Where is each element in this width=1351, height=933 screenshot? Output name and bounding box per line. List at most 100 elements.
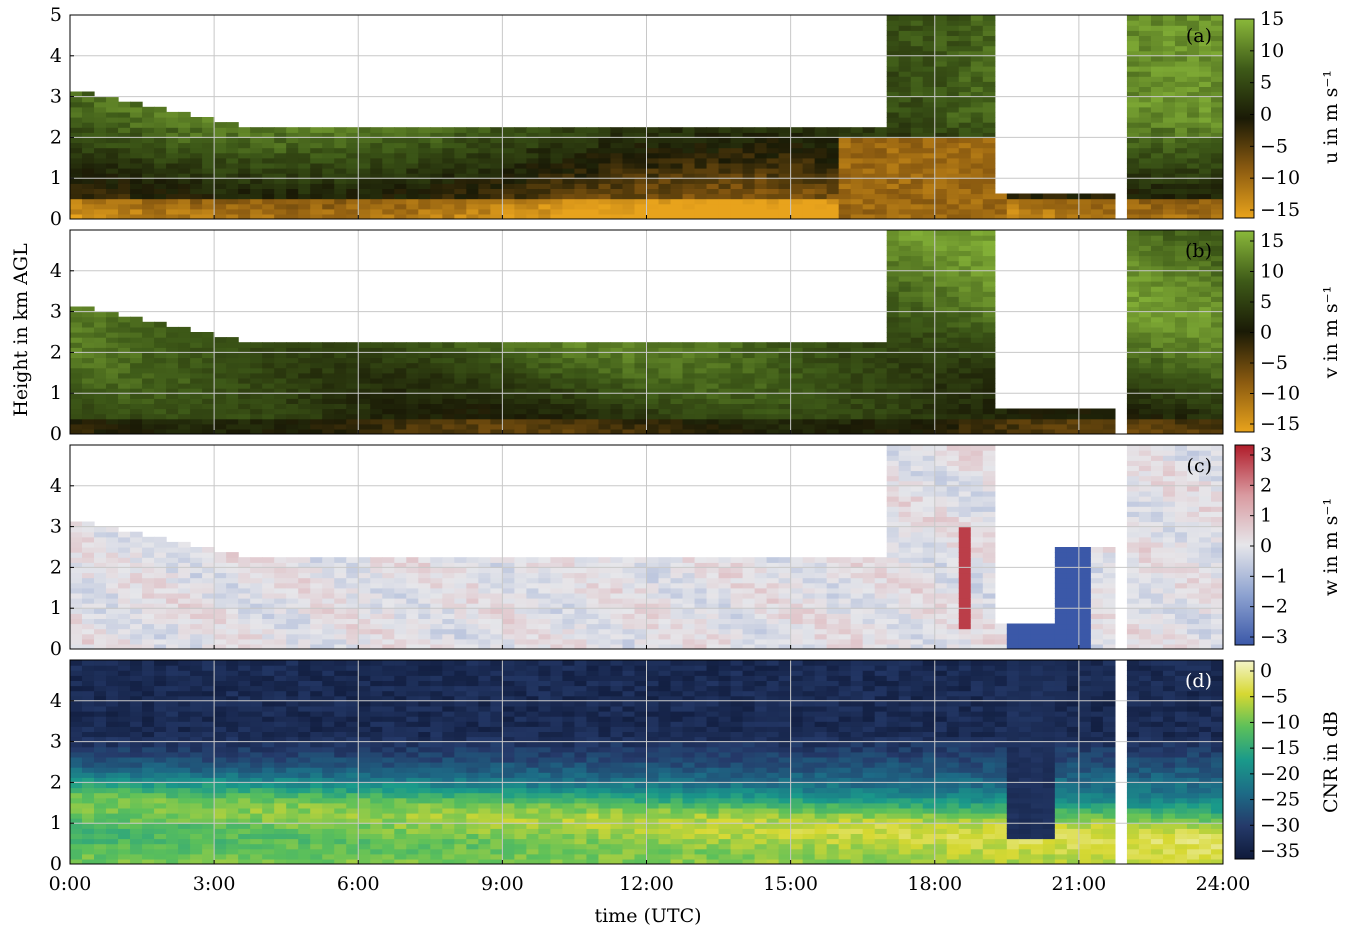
- heatmap-cell: [526, 403, 540, 410]
- heatmap-cell: [574, 208, 588, 215]
- heatmap-cell: [766, 388, 780, 394]
- heatmap-cell: [886, 342, 900, 348]
- heatmap-cell: [166, 552, 179, 558]
- heatmap-cell: [418, 643, 431, 649]
- heatmap-cell: [562, 193, 576, 200]
- heatmap-cell: [1174, 152, 1188, 159]
- heatmap-cell: [610, 418, 624, 425]
- heatmap-cell: [70, 613, 83, 619]
- heatmap-cell: [1150, 178, 1164, 184]
- heatmap-cell: [310, 383, 323, 389]
- heatmap-cell: [238, 633, 251, 640]
- heatmap-cell: [394, 173, 407, 179]
- heatmap-cell: [910, 383, 924, 389]
- heatmap-cell: [406, 572, 419, 579]
- heatmap-cell: [490, 408, 503, 415]
- heatmap-cell: [334, 388, 347, 394]
- heatmap-cell: [166, 342, 179, 348]
- heatmap-cell: [778, 347, 792, 353]
- heatmap-cell: [1210, 127, 1223, 133]
- heatmap-cell: [490, 157, 503, 164]
- heatmap-cell: [514, 418, 527, 425]
- heatmap-cell: [814, 367, 828, 374]
- heatmap-cell: [1138, 398, 1152, 404]
- heatmap-cell: [922, 147, 936, 154]
- heatmap-cell: [430, 603, 443, 609]
- heatmap-cell: [550, 168, 564, 174]
- heatmap-cell: [226, 213, 239, 219]
- heatmap-cell: [1210, 183, 1223, 189]
- heatmap-cell: [1126, 428, 1140, 434]
- heatmap-cell: [82, 552, 95, 558]
- heatmap-cell: [886, 106, 900, 113]
- heatmap-cell: [82, 362, 95, 369]
- heatmap-cell: [1138, 162, 1152, 169]
- heatmap-cell: [370, 562, 383, 568]
- heatmap-cell: [262, 198, 275, 205]
- heatmap-cell: [910, 183, 924, 189]
- heatmap-cell: [610, 347, 624, 353]
- heatmap-cell: [94, 393, 107, 399]
- y-tick-label: 3: [50, 86, 62, 108]
- heatmap-cell: [886, 428, 900, 434]
- heatmap-cell: [598, 582, 612, 589]
- heatmap-cell: [1138, 301, 1152, 308]
- heatmap-cell: [490, 213, 503, 219]
- heatmap-cell: [982, 296, 996, 302]
- heatmap-cell: [1198, 367, 1212, 374]
- heatmap-cell: [1174, 286, 1188, 292]
- heatmap-cell: [598, 147, 612, 154]
- heatmap-cell: [106, 132, 119, 138]
- heatmap-cell: [82, 132, 95, 138]
- heatmap-cell: [1150, 193, 1164, 200]
- heatmap-cell: [514, 198, 527, 205]
- heatmap-cell: [514, 132, 527, 138]
- heatmap-cell: [634, 347, 648, 353]
- heatmap-cell: [190, 117, 203, 123]
- heatmap-cell: [586, 127, 600, 133]
- heatmap-cell: [70, 598, 83, 604]
- heatmap-cell: [142, 393, 155, 399]
- heatmap-cell: [514, 188, 527, 195]
- heatmap-cell: [142, 541, 155, 548]
- heatmap-cell: [922, 347, 936, 353]
- heatmap-cell: [862, 203, 876, 210]
- heatmap-cell: [886, 45, 900, 52]
- heatmap-cell: [1186, 306, 1200, 313]
- heatmap-cell: [130, 132, 143, 138]
- heatmap-cell: [1150, 106, 1164, 113]
- heatmap-cell: [862, 137, 876, 144]
- heatmap-cell: [562, 142, 576, 149]
- heatmap-cell: [994, 213, 1008, 219]
- heatmap-cell: [1174, 40, 1188, 47]
- heatmap-cell: [850, 398, 864, 404]
- heatmap-cell: [946, 168, 960, 174]
- heatmap-cell: [730, 342, 744, 348]
- heatmap-cell: [634, 372, 648, 379]
- heatmap-cell: [286, 418, 299, 425]
- heatmap-cell: [298, 188, 311, 195]
- heatmap-cell: [982, 311, 996, 318]
- heatmap-cell: [514, 562, 527, 568]
- heatmap-cell: [274, 587, 287, 594]
- heatmap-cell: [922, 193, 936, 200]
- heatmap-cell: [586, 388, 600, 394]
- heatmap-cell: [82, 306, 95, 313]
- heatmap-cell: [370, 418, 383, 425]
- heatmap-cell: [1210, 60, 1223, 67]
- heatmap-cell: [1186, 55, 1200, 62]
- heatmap-cell: [70, 101, 83, 108]
- heatmap-cell: [334, 367, 347, 374]
- heatmap-cell: [202, 552, 215, 558]
- heatmap-cell: [874, 203, 888, 210]
- heatmap-cell: [910, 286, 924, 292]
- heatmap-cell: [1150, 71, 1164, 77]
- heatmap-cell: [766, 408, 780, 415]
- heatmap-cell: [946, 423, 960, 430]
- heatmap-cell: [142, 342, 155, 348]
- heatmap-cell: [1186, 428, 1200, 434]
- heatmap-cell: [1138, 25, 1152, 31]
- heatmap-cell: [562, 352, 576, 359]
- heatmap-cell: [1174, 393, 1188, 399]
- heatmap-cell: [1174, 117, 1188, 123]
